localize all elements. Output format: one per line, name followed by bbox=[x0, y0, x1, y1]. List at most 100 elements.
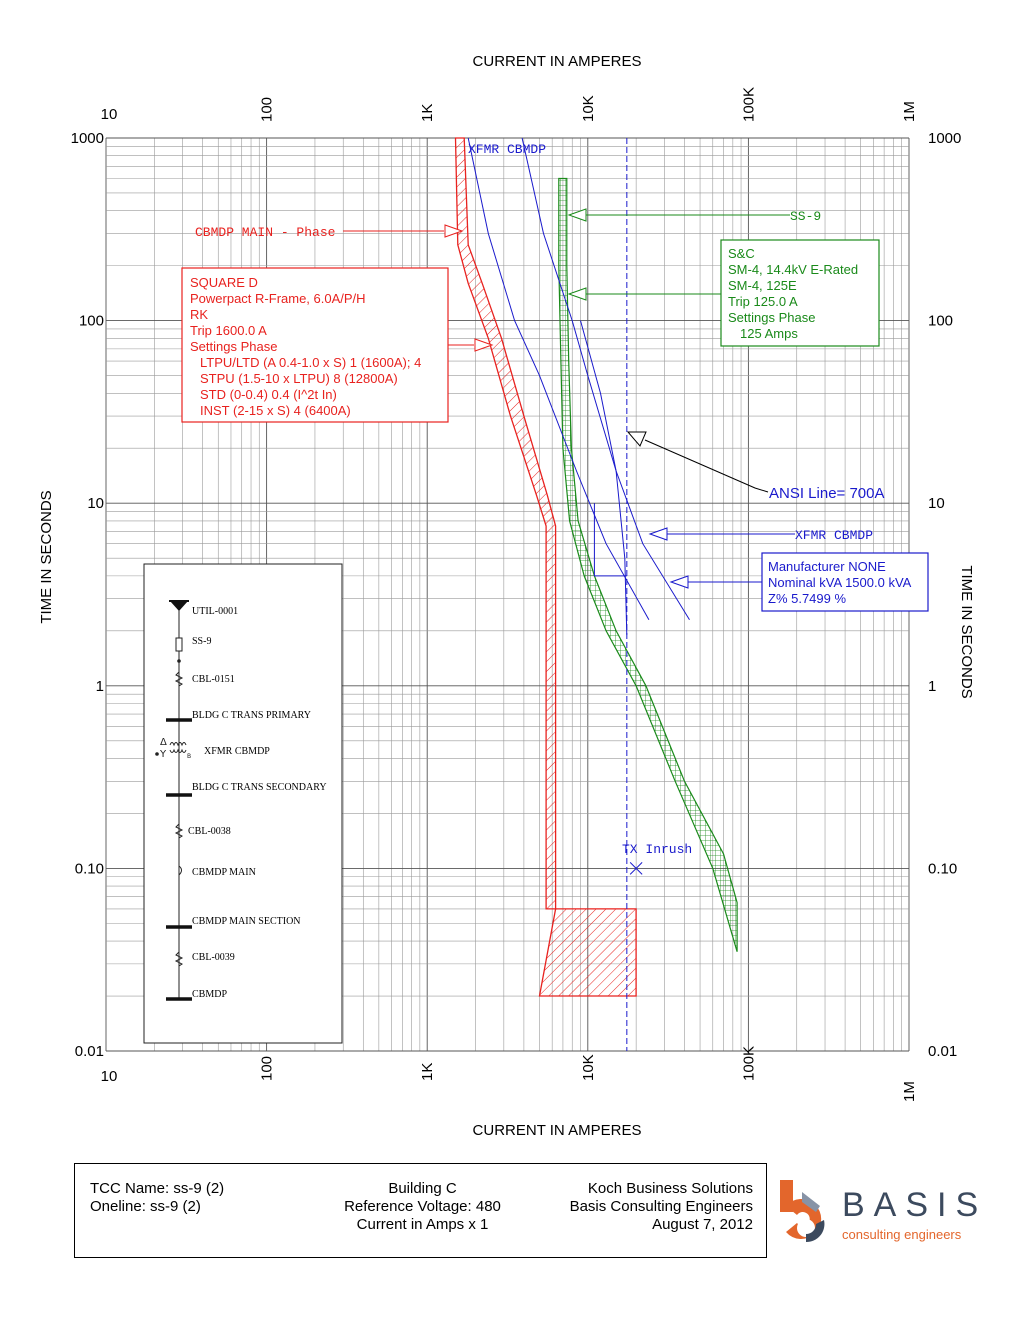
oneline-label: UTIL-0001 bbox=[192, 606, 238, 617]
y-tick-label-right: 1 bbox=[928, 678, 936, 695]
label-xfmr-cbmdp: XFMR CBMDP bbox=[795, 528, 873, 543]
arrow-head bbox=[669, 575, 689, 589]
cable-symbol bbox=[174, 823, 184, 839]
y-tick-label-left: 0.01 bbox=[75, 1043, 104, 1060]
y-axis-title-right: TIME IN SECONDS bbox=[958, 565, 975, 698]
oneline-label: CBL-0038 bbox=[188, 826, 231, 837]
arrow-head bbox=[648, 527, 668, 541]
ansi-step bbox=[593, 503, 627, 577]
util-symbol bbox=[170, 601, 188, 611]
oneline-label: CBMDP MAIN bbox=[192, 867, 256, 878]
y-axis-title-left: TIME IN SECONDS bbox=[38, 490, 55, 623]
breaker-info-line: Powerpact R-Frame, 6.0A/P/H bbox=[190, 291, 366, 306]
title-block: TCC Name: ss-9 (2) Oneline: ss-9 (2) Bui… bbox=[74, 1163, 767, 1258]
x-tick-label-top: 100K bbox=[740, 87, 757, 122]
basis-logo-mark bbox=[780, 1180, 825, 1243]
xfmr-curve bbox=[580, 320, 628, 635]
fuse-info-line: SM-4, 14.4kV E-Rated bbox=[728, 262, 858, 277]
xfmr-b: B bbox=[187, 753, 191, 760]
fuse-band bbox=[558, 177, 738, 952]
xfmr-ground bbox=[155, 752, 159, 756]
arrow-head bbox=[444, 224, 464, 238]
label-ss9: SS-9 bbox=[790, 209, 821, 224]
breaker-info-line: INST (2-15 x S) 4 (6400A) bbox=[200, 403, 351, 418]
node-dot bbox=[177, 659, 181, 663]
xfmr-info-line: Z% 5.7499 % bbox=[768, 591, 846, 606]
oneline-name: Oneline: ss-9 (2) bbox=[90, 1198, 201, 1215]
xfmr-symbol bbox=[169, 742, 187, 753]
y-tick-label-right: 100 bbox=[928, 313, 953, 330]
footer-left: TCC Name: ss-9 (2) Oneline: ss-9 (2) bbox=[90, 1180, 224, 1216]
fuse-info-line: S&C bbox=[728, 246, 755, 261]
xfmr-info-line: Manufacturer NONE bbox=[768, 559, 886, 574]
arrow-line bbox=[644, 439, 769, 493]
tcc-name: TCC Name: ss-9 (2) bbox=[90, 1180, 225, 1197]
x-tick-label-bottom: 10 bbox=[101, 1068, 118, 1085]
label-xfmr-top: XFMR CBMDP bbox=[468, 142, 546, 157]
oneline-label: CBL-0151 bbox=[192, 674, 235, 685]
x-axis-title-bottom: CURRENT IN AMPERES bbox=[473, 1122, 642, 1139]
breaker-info-line: STD (0-0.4) 0.4 (I^2t In) bbox=[200, 387, 337, 402]
breaker-info-line: SQUARE D bbox=[190, 275, 258, 290]
fuse-info-line: Trip 125.0 A bbox=[728, 294, 798, 309]
breaker-info-line: LTPU/LTD (A 0.4-1.0 x S) 1 (1600A); 4 bbox=[200, 355, 421, 370]
fuse-symbol bbox=[175, 637, 183, 652]
x-tick-label-top: 10K bbox=[580, 95, 597, 122]
x-tick-label-bottom: 100K bbox=[740, 1046, 757, 1081]
engineer: Basis Consulting Engineers bbox=[569, 1198, 753, 1215]
y-tick-label-left: 1000 bbox=[71, 130, 104, 147]
y-tick-label-right: 0.01 bbox=[928, 1043, 957, 1060]
label-ansi-line: ANSI Line= 700A bbox=[769, 485, 885, 502]
xfmr-info-line: Nominal kVA 1500.0 kVA bbox=[768, 575, 912, 590]
fuse-info-line: SM-4, 125E bbox=[728, 278, 797, 293]
breaker-info-box bbox=[181, 267, 449, 423]
label-cbmdp-main-phase: CBMDP MAIN - Phase bbox=[195, 225, 335, 240]
oneline-label: BLDG C TRANS PRIMARY bbox=[192, 710, 311, 721]
x-tick-label-top: 100 bbox=[259, 97, 276, 122]
oneline-label: CBMDP bbox=[192, 989, 227, 1000]
footer-center: Building C Reference Voltage: 480 Curren… bbox=[330, 1180, 515, 1234]
oneline-box bbox=[143, 563, 343, 1044]
oneline-label: SS-9 bbox=[192, 636, 211, 647]
y-tick-label-left: 100 bbox=[79, 313, 104, 330]
y-tick-label-left: 0.10 bbox=[75, 860, 104, 877]
oneline-label: BLDG C TRANS SECONDARY bbox=[192, 782, 327, 793]
x-axis-title-top: CURRENT IN AMPERES bbox=[473, 53, 642, 70]
arrow-head bbox=[567, 287, 587, 301]
arrow-head bbox=[626, 431, 647, 447]
inrush-point bbox=[629, 862, 643, 875]
building: Building C bbox=[388, 1180, 457, 1197]
footer-right: Koch Business Solutions Basis Consulting… bbox=[570, 1180, 753, 1234]
y-tick-label-left: 1 bbox=[96, 678, 104, 695]
breaker-symbol bbox=[178, 865, 182, 876]
xfmr-curve bbox=[467, 137, 650, 620]
x-tick-label-bottom: 1K bbox=[419, 1063, 436, 1081]
y-tick-label-right: 1000 bbox=[928, 130, 961, 147]
x-tick-label-bottom: 10K bbox=[580, 1054, 597, 1081]
fuse-info-box bbox=[720, 239, 880, 347]
oneline-label: CBMDP MAIN SECTION bbox=[192, 916, 301, 927]
breaker-info-line: RK bbox=[190, 307, 208, 322]
oneline-label: CBL-0039 bbox=[192, 952, 235, 963]
fuse-info-line: 125 Amps bbox=[740, 326, 798, 341]
breaker-info-line: Settings Phase bbox=[190, 339, 277, 354]
label-tx-inrush: TX Inrush bbox=[622, 842, 692, 857]
breaker-info-line: STPU (1.5-10 x LTPU) 8 (12800A) bbox=[200, 371, 398, 386]
oneline-diagram: ΔY B UTIL-0001 SS-9 CBL-0151 BLDG C TRANS PRI… bbox=[143, 563, 343, 1044]
xfmr-curve bbox=[521, 137, 690, 620]
y-tick-label-right: 0.10 bbox=[928, 860, 957, 877]
cable-symbol bbox=[174, 671, 184, 687]
arrow-head bbox=[567, 208, 587, 222]
logo-word: BASIS bbox=[842, 1186, 988, 1224]
fuse-info-line: Settings Phase bbox=[728, 310, 815, 325]
basis-logo: BASIS consulting engineers bbox=[780, 1180, 990, 1250]
x-tick-label-top: 10 bbox=[101, 106, 118, 123]
x-tick-label-top: 1K bbox=[419, 104, 436, 122]
curves bbox=[454, 137, 738, 1051]
current-multiplier: Current in Amps x 1 bbox=[356, 1216, 489, 1233]
y-tick-label-right: 10 bbox=[928, 495, 945, 512]
x-tick-label-top: 1M bbox=[901, 101, 918, 122]
x-tick-label-bottom: 100 bbox=[259, 1056, 276, 1081]
